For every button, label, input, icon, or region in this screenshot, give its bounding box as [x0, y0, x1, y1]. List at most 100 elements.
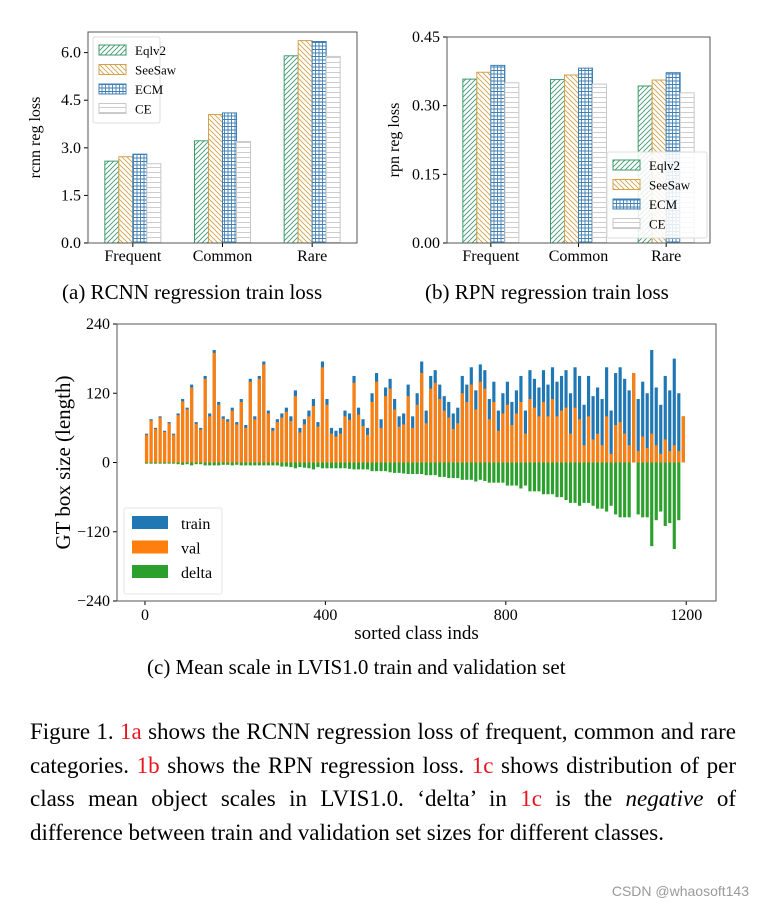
- bar-delta: [158, 462, 162, 464]
- bar-delta: [474, 462, 478, 482]
- figure-reference-link[interactable]: 1c: [471, 752, 494, 778]
- bar-val: [424, 423, 428, 463]
- plot-frame: [446, 36, 711, 244]
- bar-val: [636, 450, 640, 463]
- bar-delta: [447, 462, 451, 479]
- legend-label: val: [181, 541, 201, 558]
- bar-val: [266, 413, 270, 463]
- bar-val: [492, 401, 496, 463]
- bar-ce-common: [236, 140, 251, 244]
- bar-train: [568, 393, 573, 463]
- bar-val: [172, 434, 176, 463]
- legend: train val delta: [123, 507, 223, 595]
- bar-val: [365, 434, 370, 463]
- bar-val: [528, 399, 532, 463]
- bar-delta: [388, 462, 392, 473]
- bar-val: [316, 426, 320, 463]
- x-tick-label: Frequent: [462, 248, 519, 265]
- figure-caption: Figure 1. 1a shows the RCNN regression l…: [30, 715, 736, 849]
- y-tick-label: 0: [102, 455, 110, 472]
- bar-val: [415, 404, 419, 463]
- caption-text: Figure 1.: [30, 719, 120, 744]
- bar-delta: [600, 462, 604, 509]
- bar-val: [442, 410, 446, 463]
- bar-val: [555, 416, 559, 463]
- bar-ecm-common: [222, 112, 237, 244]
- bar-val: [307, 416, 311, 463]
- bar-val: [144, 434, 149, 463]
- bar-delta: [302, 462, 306, 468]
- bar-val: [537, 416, 541, 463]
- bar-val: [208, 416, 212, 463]
- plot-frame: [116, 323, 717, 602]
- bar-val: [559, 410, 564, 463]
- y-tick-label: 0.0: [61, 235, 81, 252]
- bar-delta: [460, 462, 464, 480]
- bar-val: [311, 405, 316, 463]
- bar-seesaw-common: [208, 113, 223, 244]
- legend-label: CE: [135, 102, 152, 117]
- bar-ce-common: [592, 83, 607, 244]
- bar-delta: [469, 462, 473, 480]
- bar-train: [614, 373, 618, 463]
- bar-val: [253, 419, 257, 463]
- bar-delta: [402, 462, 406, 474]
- bar-val: [654, 445, 658, 463]
- bar-delta: [609, 462, 613, 506]
- bar-delta: [501, 462, 505, 483]
- bar-train: [654, 387, 658, 463]
- bar-val: [230, 410, 234, 463]
- bar-val: [370, 401, 374, 463]
- x-tick-label: 1200: [670, 607, 702, 624]
- bar-delta: [190, 462, 194, 466]
- bar-val: [352, 382, 356, 463]
- bar-val: [474, 409, 478, 463]
- y-tick-label: 6.0: [61, 45, 81, 62]
- bar-delta: [424, 462, 428, 476]
- caption-text: negative: [625, 786, 704, 811]
- caption-text: shows distribution of per class mean obj…: [30, 752, 736, 812]
- bar-delta: [582, 462, 586, 503]
- figure-reference-link[interactable]: 1b: [136, 752, 160, 778]
- bar-val: [582, 445, 586, 463]
- bar-delta: [325, 462, 329, 469]
- bar-delta: [519, 462, 523, 489]
- bar-seesaw-frequent: [118, 156, 134, 244]
- bar-val: [591, 439, 595, 463]
- bar-delta: [568, 462, 573, 503]
- x-tick-label: 800: [494, 607, 518, 624]
- legend-swatch-eqlv2: [612, 159, 641, 171]
- bar-delta: [181, 462, 185, 465]
- bar-val: [181, 401, 185, 463]
- bar-val: [672, 445, 676, 463]
- bar-delta: [537, 462, 541, 492]
- legend-label: train: [181, 516, 210, 533]
- figure-reference-link[interactable]: 1a: [120, 719, 142, 744]
- bar-val: [343, 416, 347, 463]
- chart-rcnn-reg-loss: Frequent Common Rare 0.0 1.5 3.0 4.5 6.0 rcnn re…: [27, 31, 358, 265]
- bar-val: [483, 388, 487, 463]
- figure-reference-link[interactable]: 1c: [520, 786, 542, 811]
- bar-val: [361, 426, 365, 463]
- bar-val: [347, 419, 352, 463]
- bar-val: [623, 433, 627, 463]
- bar-delta: [627, 462, 631, 518]
- bar-val: [618, 422, 622, 463]
- bar-delta: [203, 462, 207, 466]
- bar-delta: [194, 462, 198, 465]
- legend-swatch-val: [132, 540, 168, 554]
- bar-val: [451, 429, 455, 463]
- bar-delta: [199, 462, 203, 465]
- bar-val: [375, 381, 379, 463]
- legend-label: ECM: [135, 82, 164, 97]
- bar-delta: [347, 462, 352, 469]
- bar-train: [650, 349, 654, 463]
- bar-delta: [465, 462, 469, 480]
- bar-delta: [550, 462, 555, 495]
- y-tick-label: 3.0: [61, 140, 81, 157]
- bar-train: [600, 399, 604, 463]
- bar-delta: [320, 462, 325, 469]
- bar-seesaw-common: [564, 74, 579, 244]
- bar-val: [284, 411, 288, 463]
- bar-delta: [298, 462, 302, 468]
